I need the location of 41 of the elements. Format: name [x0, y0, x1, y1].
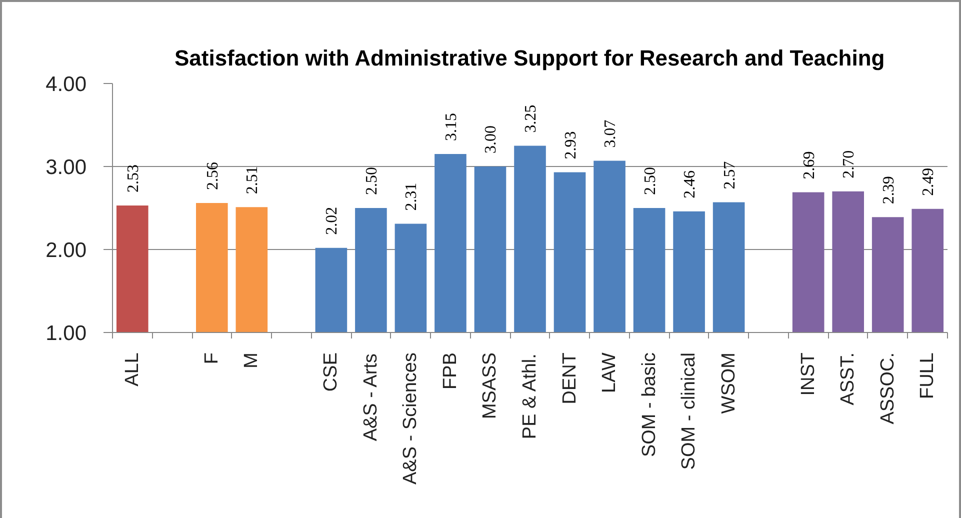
data-label: 3.25: [522, 104, 540, 133]
x-tick-label: CSE: [320, 352, 342, 392]
chart-title: Satisfaction with Administrative Support for Research and Teaching: [174, 46, 885, 70]
data-label: 2.50: [642, 167, 659, 195]
x-tick-label: M: [241, 352, 262, 368]
data-label: 2.31: [403, 182, 420, 211]
data-label: 3.00: [482, 126, 500, 154]
data-label: 2.69: [800, 151, 818, 180]
x-tick-label: WSOM: [718, 352, 740, 414]
data-label: 2.70: [840, 150, 858, 178]
data-label: 3.07: [602, 120, 620, 148]
x-tick-label: MSASS: [480, 352, 501, 420]
x-tick-label: A&S - Arts: [360, 354, 382, 442]
x-tick-label: PE & Athl.: [520, 354, 540, 440]
x-tick-label: FULL: [917, 352, 938, 399]
x-tick-label: SOM - basic: [638, 352, 660, 458]
x-tick-label: ASST.: [838, 352, 859, 406]
data-label: 2.46: [682, 170, 699, 198]
data-label: 2.50: [363, 167, 380, 195]
x-tick-label: INST: [798, 352, 819, 396]
y-tick-label: 1.00: [46, 322, 87, 345]
data-label: 2.51: [244, 166, 262, 194]
data-label: 3.15: [442, 113, 460, 142]
data-label: 2.93: [562, 131, 580, 160]
x-tick-label: ASSOC.: [877, 352, 898, 424]
data-label: 2.49: [920, 168, 938, 196]
x-tick-label: FPB: [440, 352, 461, 390]
x-tick-label: LAW: [599, 352, 620, 393]
x-tick-label: DENT: [559, 352, 580, 404]
x-tick-label: SOM - clinical: [678, 352, 700, 470]
data-label: 2.57: [721, 161, 738, 190]
data-label: 2.02: [324, 206, 341, 235]
data-label: 2.56: [204, 162, 222, 190]
y-tick-label: 4.00: [46, 73, 87, 96]
x-tick-label: ALL: [122, 352, 143, 386]
data-label: 2.39: [880, 176, 898, 204]
y-tick-label: 3.00: [46, 156, 87, 179]
y-tick-label: 2.00: [46, 239, 87, 262]
data-label: 2.53: [124, 164, 142, 193]
x-tick-label: F: [201, 352, 222, 364]
x-tick-label: A&S - Sciences: [400, 352, 422, 484]
